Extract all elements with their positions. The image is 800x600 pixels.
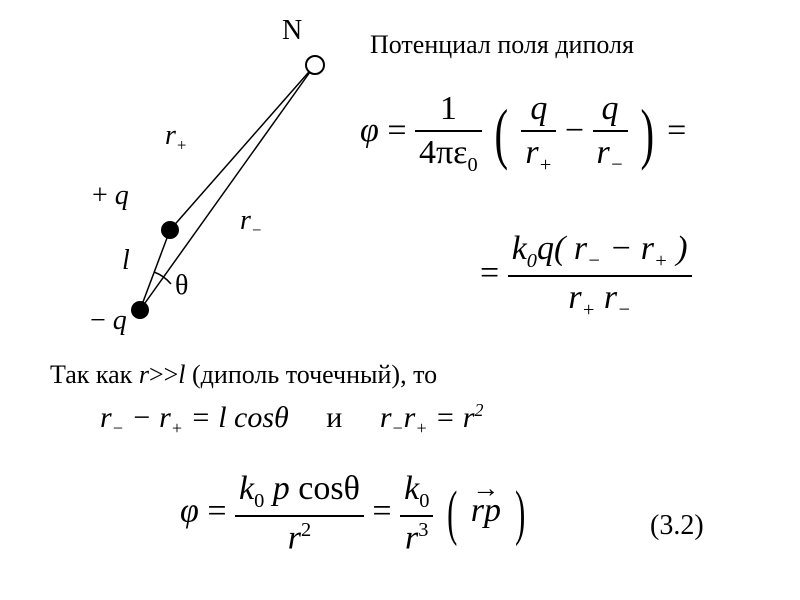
r-plus-label: r+ (165, 120, 187, 156)
condition-text: Так как r>>l (диполь точечный), то (50, 360, 437, 390)
dipole-svg (20, 20, 360, 350)
minus-q-label: − q (90, 305, 127, 337)
frac-q-rminus: q r− (593, 90, 628, 177)
phi-symbol: φ (360, 112, 379, 149)
equation-3-row: r− − r+ = l cosθ и r−r+ = r2 (100, 400, 483, 439)
r-minus-label: r− (240, 205, 262, 241)
rparen2-icon: ) (515, 492, 525, 535)
frac-1-4pie0: 1 4πε0 (415, 90, 482, 177)
theta-label: θ (175, 270, 188, 302)
equation-1: φ = 1 4πε0 ( q r+ − q r− ) = (360, 90, 686, 177)
lparen-icon: ( (495, 103, 509, 164)
title-text: Потенциал поля диполя (370, 30, 634, 60)
frac-k0pcos-r2: k0 p cosθ r2 (235, 470, 364, 557)
lparen2-icon: ( (447, 492, 457, 535)
and-text: и (326, 401, 342, 434)
l-label: l (122, 245, 130, 277)
frac-k0q-rr: k0q( r− − r+ ) r+ r− (508, 230, 692, 322)
phi-symbol-2: φ (180, 492, 199, 529)
rp-vector: rp (471, 492, 501, 530)
equation-4: φ = k0 p cosθ r2 = k0 r3 ( rp ) (180, 470, 530, 557)
n-label: N (282, 15, 302, 47)
frac-k0-r3: k0 r3 (400, 470, 433, 557)
rparen-icon: ) (641, 103, 655, 164)
plus-q-label: + q (92, 180, 129, 212)
equation-2: = k0q( r− − r+ ) r+ r− (480, 230, 692, 322)
equation-number: (3.2) (650, 510, 704, 542)
eq3-left: r− − r+ = l cosθ (100, 401, 289, 434)
eq3-right: r−r+ = r2 (380, 401, 484, 434)
dipole-diagram: N r+ r− + q l θ − q (20, 20, 360, 350)
frac-q-rplus: q r+ (521, 90, 556, 177)
